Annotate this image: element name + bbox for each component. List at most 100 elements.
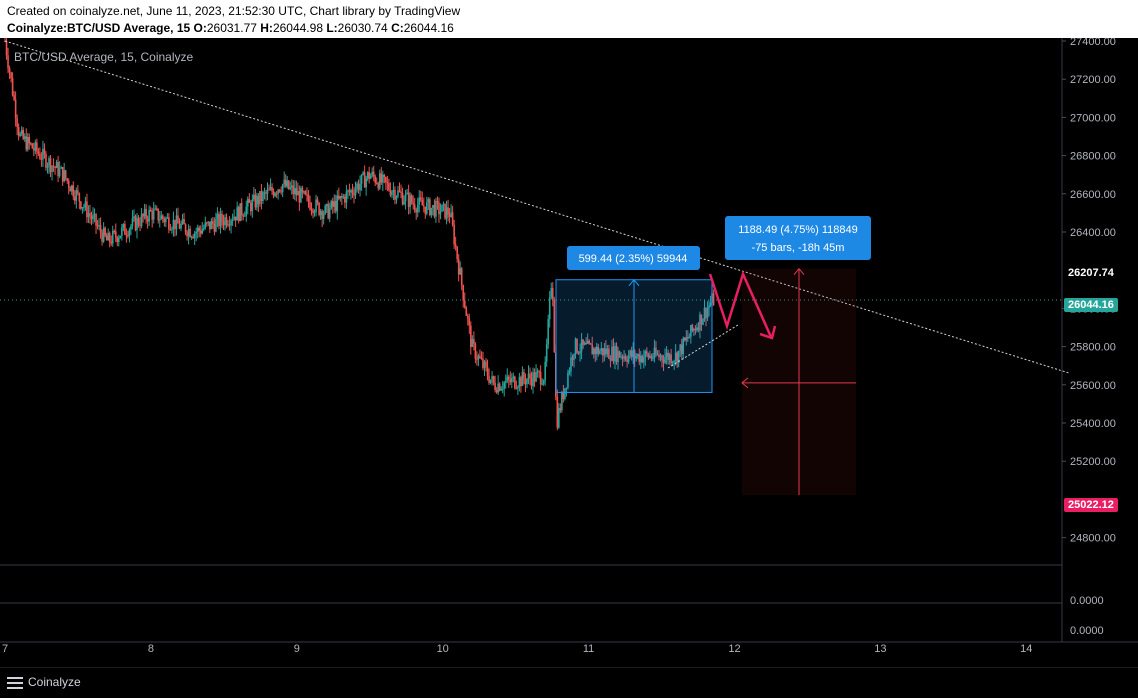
candle-body <box>430 207 433 215</box>
candle-body <box>304 191 307 195</box>
candle-body <box>365 178 367 188</box>
candle-body <box>37 151 40 154</box>
candle-body <box>289 187 292 189</box>
candle-body <box>383 174 386 178</box>
candle-body <box>507 376 510 380</box>
candle-body <box>34 142 37 151</box>
price-tick-label: 27000.00 <box>1070 112 1116 124</box>
candle-body <box>80 201 82 209</box>
candle-body <box>96 225 99 227</box>
candle-body <box>656 354 659 356</box>
candle-body <box>579 351 581 354</box>
candle-body <box>318 202 320 215</box>
candle-body <box>670 354 672 364</box>
price-tick-label: 26800.00 <box>1070 151 1116 163</box>
candle-body <box>573 353 575 360</box>
forecast-zigzag[interactable] <box>708 270 773 338</box>
menu-icon[interactable] <box>7 677 23 689</box>
candle-body <box>567 372 569 388</box>
candle-body <box>583 342 586 345</box>
candle-body <box>359 183 361 191</box>
candle-body <box>57 161 59 177</box>
candle-body <box>274 193 276 196</box>
price-tick-label: 24800.00 <box>1070 533 1116 545</box>
candle-body <box>386 182 389 184</box>
candle-body <box>81 207 84 209</box>
candle-body <box>699 314 701 331</box>
candle-body <box>693 329 695 331</box>
candle-body <box>33 148 35 151</box>
candle-body <box>111 230 114 244</box>
candle-body <box>677 350 680 363</box>
candle-body <box>277 189 279 194</box>
candle-body <box>271 186 273 192</box>
candle-body <box>195 232 197 234</box>
candle-body <box>495 390 498 393</box>
candle-body <box>372 171 375 177</box>
candle-body <box>633 350 636 359</box>
candle-body <box>690 325 692 337</box>
candle-body <box>202 228 205 230</box>
candle-body <box>636 354 639 357</box>
candle-body <box>576 338 578 353</box>
candle-body <box>295 188 298 196</box>
price-tick-label: 26600.00 <box>1070 189 1116 201</box>
candle-body <box>243 215 246 217</box>
candle-body <box>309 201 311 210</box>
candle-body <box>60 167 62 169</box>
support-guide <box>667 324 739 369</box>
candle-body <box>172 219 175 230</box>
candle-body <box>702 319 704 325</box>
time-tick-label: 8 <box>148 643 154 655</box>
candle-body <box>624 356 627 360</box>
candle-body <box>180 223 182 229</box>
candle-body <box>313 211 316 213</box>
candle-body <box>527 373 530 379</box>
candle-body <box>662 359 665 363</box>
candle-body <box>476 358 478 360</box>
candle-body <box>694 329 697 331</box>
candle-body <box>290 185 293 188</box>
candle-body <box>536 371 539 373</box>
price-tick-label: 25400.00 <box>1070 418 1116 430</box>
candle-body <box>72 185 75 197</box>
candle-body <box>162 215 164 219</box>
candle-body <box>66 178 69 181</box>
candle-body <box>268 189 270 191</box>
candle-body <box>486 366 489 377</box>
candle-body <box>419 197 422 200</box>
candle-body <box>333 201 336 207</box>
candle-body <box>612 346 615 362</box>
candle-body <box>301 188 304 193</box>
candle-body <box>468 318 471 326</box>
candle-body <box>108 232 111 242</box>
candle-body <box>451 212 454 225</box>
candle-body <box>585 342 587 344</box>
candle-body <box>73 196 76 201</box>
candle-body <box>196 227 199 233</box>
candle-body <box>460 268 463 286</box>
candle-body <box>450 212 452 217</box>
candle-body <box>160 215 163 220</box>
candle-body <box>215 219 217 232</box>
candle-body <box>632 350 634 358</box>
candle-body <box>418 197 421 205</box>
candle-body <box>319 211 322 215</box>
trendline[interactable] <box>4 40 1071 374</box>
candle-body <box>389 189 392 196</box>
candle-body <box>708 305 710 309</box>
candle-body <box>315 199 317 212</box>
candle-body <box>312 209 314 213</box>
candle-body <box>667 352 669 361</box>
candle-body <box>683 337 686 341</box>
ohlc-legend: Coinalyze:BTC/USD Average, 15 O:26031.77… <box>7 21 454 35</box>
indicator-value-label: 0.0000 <box>1070 595 1104 607</box>
candle-body <box>324 205 326 214</box>
candle-body <box>325 204 328 206</box>
candle-body <box>7 55 9 69</box>
candle-body <box>216 214 219 220</box>
candle-body <box>186 232 188 237</box>
candle-body <box>391 191 393 196</box>
candle-body <box>661 355 663 360</box>
price-chart[interactable]: 599.44 (2.35%) 59944 1188.49 (4.75%) 1188… <box>0 38 1138 668</box>
